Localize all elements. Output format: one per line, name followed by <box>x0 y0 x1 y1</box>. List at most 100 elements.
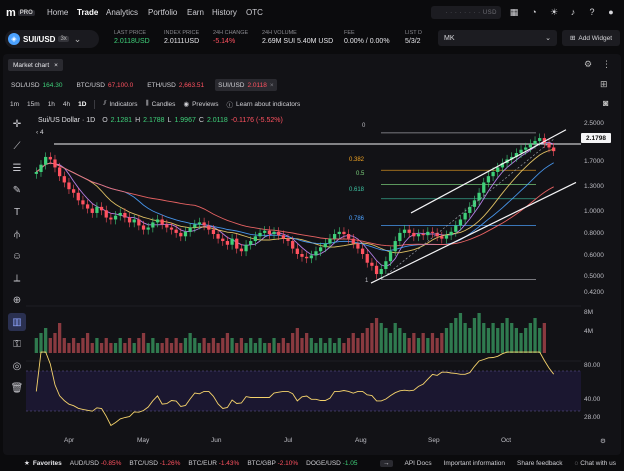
ticker-btc-usd[interactable]: BTC/USD -1.26% <box>129 460 180 467</box>
more-icon[interactable]: ⋮ <box>602 59 611 70</box>
bell-icon[interactable]: ◔ <box>528 6 540 18</box>
symbol-tab-eth[interactable]: ETH/USD 2,663.51 <box>144 79 207 91</box>
candle-body <box>105 210 108 217</box>
nav-trade[interactable]: Trade <box>77 8 98 17</box>
volume-bar <box>519 333 522 353</box>
ticker-aud[interactable]: AUD/USD -0.85% <box>70 460 122 467</box>
candle-body <box>193 224 196 227</box>
trendline-icon[interactable]: ⟋ <box>8 137 26 155</box>
ruler-icon[interactable]: ⟂ <box>8 269 26 287</box>
symbol-tab-btc[interactable]: BTC/USD 67,100.0 <box>73 79 136 91</box>
volume-bar <box>235 343 238 353</box>
candle-body <box>338 232 341 234</box>
add-widget-button[interactable]: ⊞ Add Widget <box>562 30 620 46</box>
x-tick: Apr <box>64 437 74 444</box>
zoom-in-icon[interactable]: ⊕ <box>8 291 26 309</box>
volume-bar <box>468 328 471 353</box>
nav-portfolio[interactable]: Portfolio <box>148 8 177 17</box>
indicators-button[interactable]: ⫽ Indicators <box>103 100 137 108</box>
scroll-arrow-icon[interactable]: → <box>380 460 393 467</box>
ticker-btc-gbp[interactable]: BTC/GBP -2.10% <box>247 460 298 467</box>
layer-count[interactable]: ‹ 4 <box>36 129 44 136</box>
close-icon[interactable]: × <box>270 82 274 89</box>
candle-body <box>189 228 192 232</box>
timeframe-4h[interactable]: 4h <box>63 101 70 108</box>
fib-label-786: 0.786 <box>349 216 364 222</box>
volume-bar <box>356 338 359 353</box>
favorites-button[interactable]: ★ Favorites <box>0 459 62 467</box>
volume-bar <box>403 333 406 353</box>
volume-bar <box>543 323 546 353</box>
volume-bar <box>454 318 457 353</box>
candle-body <box>137 219 140 225</box>
candle-body <box>244 245 247 252</box>
crosshair-icon[interactable]: ✛ <box>8 115 26 133</box>
timeframe-1h[interactable]: 1h <box>48 101 55 108</box>
candles-button[interactable]: ⫼ Candles <box>146 100 176 108</box>
layout-grid-icon[interactable]: ⊞ <box>600 79 608 90</box>
candle-body <box>119 213 122 216</box>
ticker-doge[interactable]: DOGE/USD -1.05 <box>306 460 357 467</box>
volume-tick: 4M <box>584 328 593 335</box>
candle-body <box>482 182 485 192</box>
help-icon[interactable]: ? <box>586 6 598 18</box>
candle-body <box>296 249 299 254</box>
volume-bar <box>254 343 257 353</box>
volume-bar <box>133 343 136 353</box>
x-tick: Jun <box>211 437 221 444</box>
rsi-tick: 80.00 <box>584 362 600 369</box>
logo[interactable]: m PRO <box>6 7 36 19</box>
api-docs-link[interactable]: API Docs <box>405 460 432 467</box>
grid-icon[interactable]: ▦ <box>508 6 520 18</box>
user-icon[interactable]: ● <box>605 6 617 18</box>
nav-analytics[interactable]: Analytics <box>106 8 138 17</box>
timeframe-15m[interactable]: 15m <box>27 101 40 108</box>
timeframe-1d[interactable]: 1D <box>78 101 86 108</box>
nav-history[interactable]: History <box>212 8 237 17</box>
chat-link[interactable]: ◌ Chat with us <box>575 460 616 467</box>
pair-selector[interactable]: ◈ SUI/USD 3x ⌄ <box>5 30 99 48</box>
price-chart[interactable] <box>26 113 584 453</box>
brush-icon[interactable]: ✎ <box>8 181 26 199</box>
ticker-btc-eur[interactable]: BTC/EUR -1.43% <box>188 460 239 467</box>
text-icon[interactable]: T <box>8 203 26 221</box>
candle-body <box>128 218 131 223</box>
measure-icon[interactable]: ⫛ <box>8 225 26 243</box>
candle-body <box>142 225 145 229</box>
nav-otc[interactable]: OTC <box>246 8 263 17</box>
search-input[interactable]: · · · · · · · · USD <box>431 6 501 19</box>
volume-bar <box>67 343 70 353</box>
theme-icon[interactable]: ☀ <box>548 6 560 18</box>
rsi-tick: 40.00 <box>584 396 600 403</box>
chart-settings-icon[interactable]: ⚙ <box>600 437 606 445</box>
notification-icon[interactable]: ♪ <box>567 6 579 18</box>
trash-icon[interactable]: 🗑 <box>8 379 26 397</box>
market-chart-tab[interactable]: Market chart × <box>8 59 63 71</box>
volume-bar <box>81 338 84 353</box>
emoji-icon[interactable]: ☺ <box>8 247 26 265</box>
candle-body <box>426 232 429 235</box>
volume-bar <box>72 338 75 353</box>
camera-icon[interactable]: ◙ <box>603 98 608 108</box>
volume-bar <box>384 328 387 353</box>
important-info-link[interactable]: Important information <box>444 460 505 467</box>
horizontal-lines-icon[interactable]: ☰ <box>8 159 26 177</box>
nav-home[interactable]: Home <box>47 8 68 17</box>
visibility-icon[interactable]: ◎ <box>8 357 26 375</box>
lock-icon[interactable]: ⚿ <box>8 335 26 353</box>
symbol-tab-sol[interactable]: SOL/USD 164.30 <box>8 79 65 91</box>
share-feedback-link[interactable]: Share feedback <box>517 460 563 467</box>
close-icon[interactable]: × <box>54 62 58 69</box>
layout-select[interactable]: MK ⌄ <box>438 30 557 46</box>
symbol-tab-sui[interactable]: SUI/USD 2.0118 × <box>215 79 277 91</box>
learn-indicators-link[interactable]: ⓘ Learn about indicators <box>226 99 300 109</box>
nav-earn[interactable]: Earn <box>187 8 204 17</box>
candle-body <box>123 213 126 218</box>
volume-bar <box>314 343 317 353</box>
gear-icon[interactable]: ⚙ <box>584 59 592 70</box>
timeframe-1m[interactable]: 1m <box>10 101 19 108</box>
volume-bar <box>165 338 168 353</box>
x-tick: Aug <box>355 437 367 444</box>
magnet-icon[interactable]: ▥ <box>8 313 26 331</box>
previews-button[interactable]: ◉ Previews <box>183 100 218 108</box>
